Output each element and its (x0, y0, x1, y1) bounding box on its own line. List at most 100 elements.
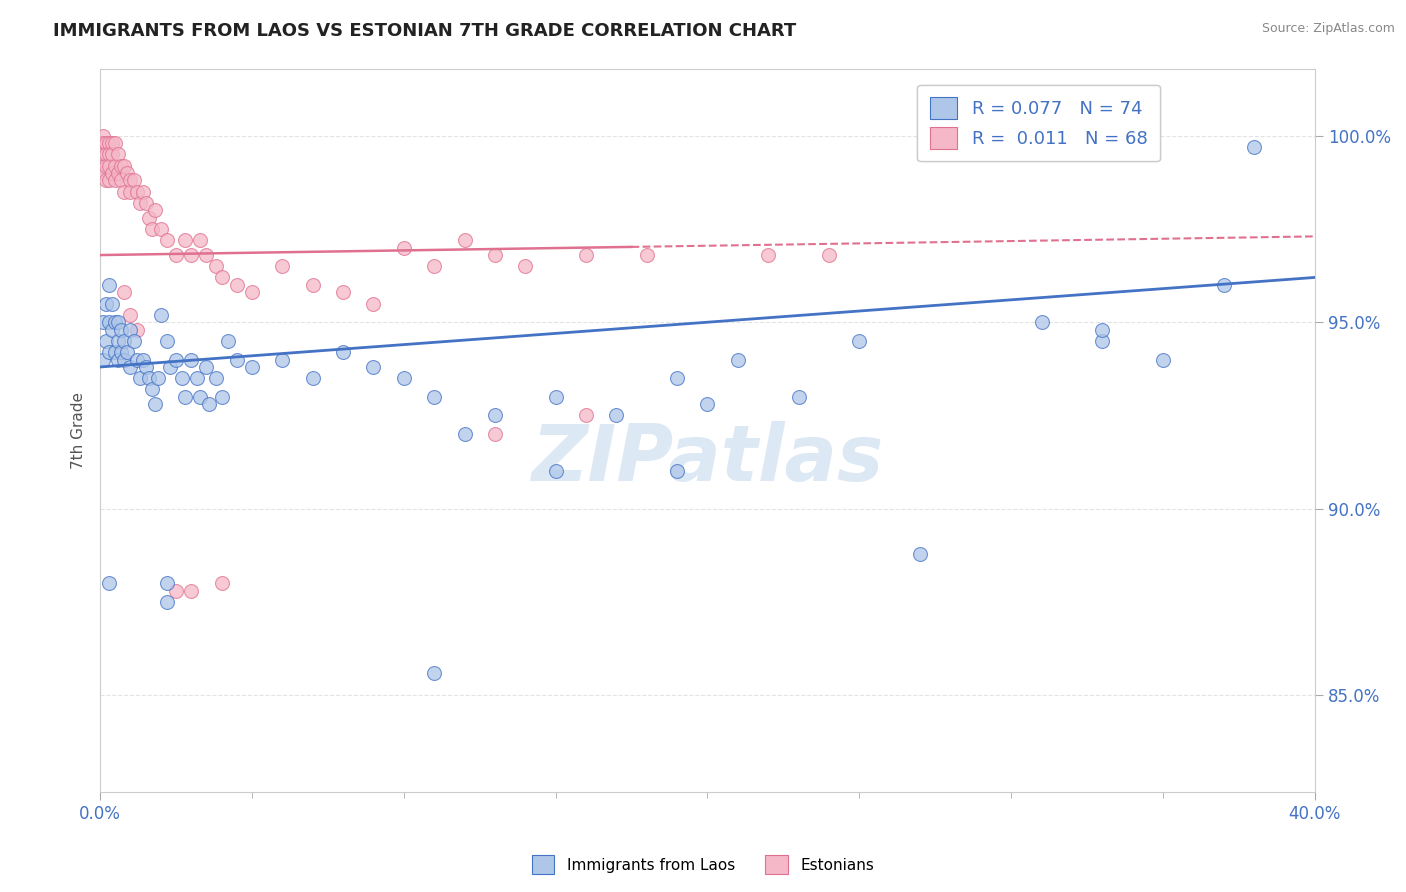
Point (149, 222, 172, 236)
Point (423, 259, 446, 273)
Y-axis label: 7th Grade: 7th Grade (72, 392, 86, 469)
Point (117, 166, 139, 180)
Point (128, 195, 150, 210)
Point (96, 334, 118, 348)
Point (156, 576, 179, 591)
Point (332, 285, 354, 300)
Point (101, 323, 124, 337)
Point (125, 185, 148, 199)
Point (98, 159, 121, 173)
Point (186, 371, 208, 385)
Point (848, 334, 870, 348)
Point (120, 308, 142, 322)
Point (392, 241, 415, 255)
Point (240, 285, 263, 300)
Point (156, 233, 179, 247)
Point (165, 248, 187, 262)
Point (112, 334, 135, 348)
Point (101, 136, 124, 150)
Point (138, 371, 160, 385)
Point (666, 371, 689, 385)
Point (575, 409, 598, 423)
Point (107, 147, 129, 161)
Point (225, 352, 247, 367)
Point (363, 296, 385, 310)
Point (696, 397, 718, 411)
Point (225, 277, 247, 292)
Point (110, 323, 132, 337)
Point (146, 371, 169, 385)
Point (141, 383, 163, 397)
Point (211, 576, 233, 591)
Point (135, 195, 157, 210)
Point (91, 159, 114, 173)
Point (301, 277, 323, 292)
Point (91, 166, 114, 180)
Point (756, 248, 779, 262)
Point (544, 465, 567, 479)
Point (117, 345, 139, 359)
Point (125, 352, 148, 367)
Point (96, 296, 118, 310)
Point (165, 583, 187, 598)
Point (107, 166, 129, 180)
Point (91, 315, 114, 329)
Point (91, 147, 114, 161)
Point (174, 390, 197, 404)
Legend: Immigrants from Laos, Estonians: Immigrants from Laos, Estonians (526, 849, 880, 880)
Point (110, 345, 132, 359)
Text: ZIPatlas: ZIPatlas (531, 421, 883, 498)
Point (172, 371, 194, 385)
Point (120, 359, 142, 374)
Point (198, 397, 221, 411)
Point (96, 136, 118, 150)
Point (423, 390, 446, 404)
Point (1152, 352, 1174, 367)
Point (143, 203, 166, 218)
Point (636, 248, 658, 262)
Point (165, 352, 187, 367)
Point (605, 409, 627, 423)
Point (195, 359, 218, 374)
Point (141, 222, 163, 236)
Point (122, 334, 145, 348)
Point (484, 427, 506, 442)
Point (98, 315, 121, 329)
Point (271, 352, 294, 367)
Point (1031, 315, 1053, 329)
Point (908, 547, 931, 561)
Legend: R = 0.077   N = 74, R =  0.011   N = 68: R = 0.077 N = 74, R = 0.011 N = 68 (918, 85, 1160, 161)
Point (240, 359, 263, 374)
Point (107, 352, 129, 367)
Point (112, 159, 135, 173)
Point (104, 315, 127, 329)
Point (363, 359, 385, 374)
Point (98, 345, 121, 359)
Point (104, 159, 127, 173)
Point (104, 345, 127, 359)
Point (484, 409, 506, 423)
Point (120, 185, 142, 199)
Point (91, 136, 114, 150)
Point (332, 345, 354, 359)
Point (125, 323, 148, 337)
Point (128, 371, 150, 385)
Point (98, 136, 121, 150)
Point (188, 233, 211, 247)
Point (104, 136, 127, 150)
Point (1091, 323, 1114, 337)
Point (195, 248, 218, 262)
Point (271, 259, 294, 273)
Point (1243, 140, 1265, 154)
Point (138, 211, 160, 225)
Point (180, 248, 202, 262)
Point (120, 323, 142, 337)
Text: IMMIGRANTS FROM LAOS VS ESTONIAN 7TH GRADE CORRELATION CHART: IMMIGRANTS FROM LAOS VS ESTONIAN 7TH GRA… (53, 22, 797, 40)
Point (423, 665, 446, 680)
Point (188, 390, 211, 404)
Point (91, 352, 114, 367)
Point (1212, 277, 1234, 292)
Point (180, 583, 202, 598)
Point (112, 285, 135, 300)
Point (120, 173, 142, 187)
